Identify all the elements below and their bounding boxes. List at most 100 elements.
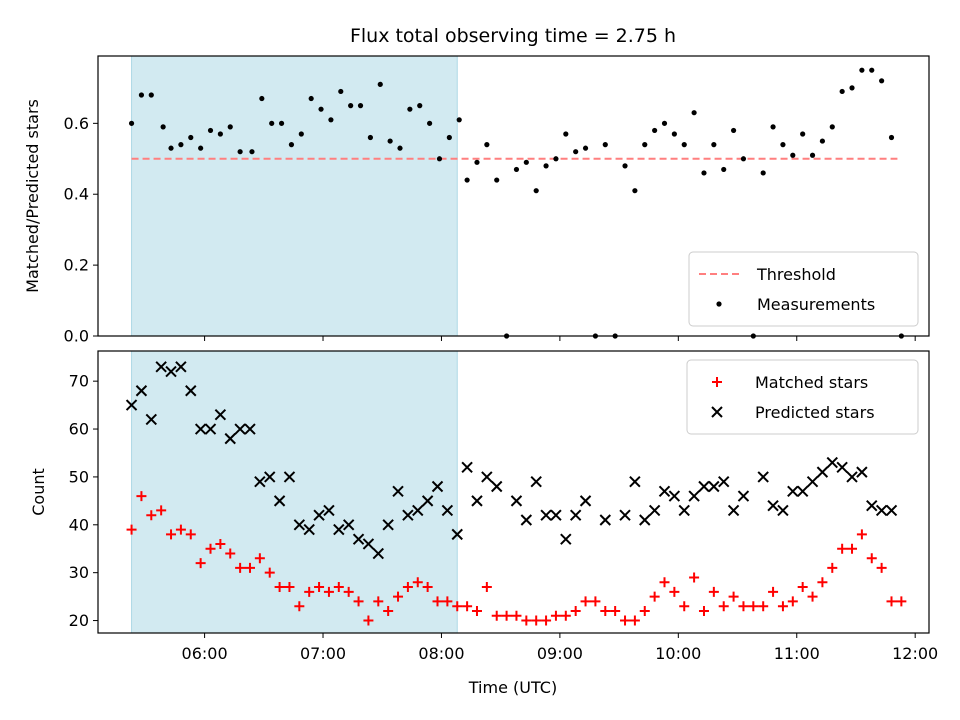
data-point (217, 131, 223, 137)
data-point (599, 514, 611, 526)
data-point (145, 413, 158, 426)
data-point (896, 596, 907, 607)
data-point (372, 547, 384, 560)
data-point (826, 456, 838, 469)
data-point (397, 145, 403, 151)
data-point (323, 586, 334, 597)
data-point (166, 529, 177, 540)
data-point (294, 601, 305, 612)
legend-swatch (716, 301, 722, 307)
data-point (234, 423, 246, 435)
data-point (639, 605, 650, 616)
data-point (298, 131, 304, 137)
data-point (185, 529, 196, 540)
data-point (661, 120, 668, 126)
data-point (531, 615, 542, 626)
data-point (849, 85, 855, 91)
data-point (501, 610, 512, 621)
data-point (249, 149, 255, 155)
y-tick-label: 0.6 (64, 114, 89, 133)
data-point (471, 605, 482, 616)
data-point (303, 523, 315, 536)
data-point (760, 170, 766, 176)
data-point (738, 601, 749, 612)
data-point (757, 471, 769, 483)
legend-label: Measurements (757, 295, 875, 314)
series-matched-stars (126, 491, 907, 626)
y-tick-label: 60 (69, 420, 89, 439)
count-panel: 20 30 40 50 60 70 06:00 07:00 08:00 09:00 10:00 11:… (29, 350, 938, 663)
data-point (819, 138, 826, 144)
data-point (446, 134, 452, 141)
data-point (809, 152, 816, 158)
data-point (328, 117, 334, 123)
data-point (510, 495, 523, 507)
data-point (393, 591, 404, 602)
data-point (377, 81, 383, 87)
data-point (348, 103, 354, 109)
data-point (543, 163, 549, 169)
data-point (387, 138, 393, 144)
data-point (481, 582, 492, 593)
data-point (175, 524, 186, 535)
data-point (787, 596, 798, 607)
data-point (689, 572, 700, 583)
data-point (758, 601, 769, 612)
data-point (456, 117, 462, 123)
x-tick-label: 06:00 (182, 644, 228, 663)
data-point (768, 586, 779, 597)
data-point (836, 461, 848, 474)
data-point (875, 504, 888, 517)
data-point (367, 134, 373, 141)
data-point (402, 509, 414, 521)
data-point (563, 131, 569, 137)
data-point (550, 509, 562, 521)
data-point (550, 610, 561, 621)
data-point (138, 92, 145, 98)
data-point (254, 553, 265, 564)
data-point (777, 601, 788, 612)
data-point (422, 582, 433, 593)
data-point (293, 519, 306, 531)
data-point (698, 480, 710, 493)
legend-box (686, 359, 919, 435)
x-tick-label: 10:00 (655, 644, 701, 663)
data-point (259, 95, 265, 102)
x-tick-label: 12:00 (892, 644, 938, 663)
data-point (727, 504, 740, 517)
legend-label: Matched stars (755, 373, 868, 392)
data-point (579, 495, 592, 507)
data-point (639, 514, 651, 526)
data-point (649, 591, 660, 602)
data-point (198, 145, 204, 151)
data-point (461, 461, 473, 474)
data-point (590, 596, 601, 607)
data-point (431, 480, 444, 493)
data-point (392, 485, 404, 497)
data-point (573, 149, 579, 155)
data-point (511, 610, 522, 621)
data-point (156, 505, 167, 516)
data-point (847, 543, 858, 554)
data-point (254, 475, 266, 488)
series-measurements (128, 67, 904, 339)
data-point (708, 586, 719, 597)
data-point (421, 495, 434, 507)
data-point (740, 156, 747, 162)
data-point (146, 510, 157, 521)
data-point (520, 514, 533, 526)
data-point (678, 504, 690, 517)
legend-label: Threshold (756, 265, 836, 284)
legend: Threshold Measurements (688, 251, 919, 327)
data-point (888, 134, 895, 141)
data-point (362, 538, 375, 550)
data-point (402, 582, 413, 593)
data-point (658, 485, 671, 497)
data-point (721, 166, 727, 173)
data-point (304, 586, 315, 597)
data-point (474, 159, 480, 165)
data-point (442, 596, 453, 607)
legend-swatch (711, 406, 723, 418)
data-point (363, 615, 374, 626)
data-point (215, 538, 226, 549)
